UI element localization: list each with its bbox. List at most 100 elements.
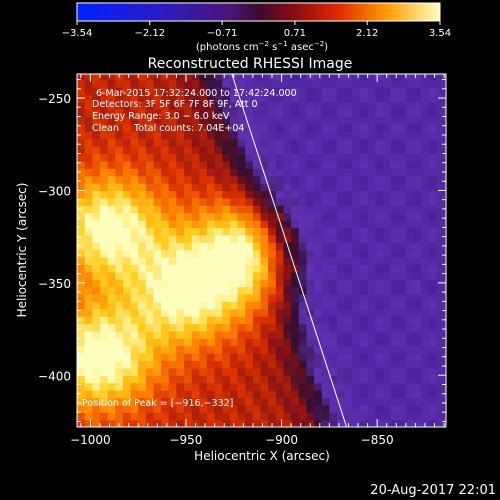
heatmap-cell (130, 234, 139, 243)
heatmap-cell (283, 293, 292, 302)
heatmap-cell (398, 79, 407, 88)
heatmap-cell (352, 286, 361, 295)
heatmap-cell (84, 330, 93, 339)
heatmap-cell (191, 242, 200, 251)
heatmap-cell (390, 330, 399, 339)
heatmap-cell (359, 160, 369, 169)
heatmap-cell (138, 412, 147, 421)
heatmap-cell (283, 94, 292, 103)
heatmap-cell (191, 94, 200, 103)
heatmap-cell (77, 286, 86, 295)
heatmap-cell (92, 345, 101, 354)
heatmap-cell (337, 74, 346, 81)
heatmap-cell (421, 397, 430, 406)
heatmap-cell (199, 301, 208, 310)
heatmap-cell (398, 183, 407, 192)
heatmap-cell (161, 390, 170, 399)
heatmap-cell (252, 412, 262, 421)
heatmap-cell (252, 138, 262, 147)
heatmap-cell (352, 323, 361, 332)
heatmap-cell (92, 353, 101, 362)
heatmap-cell (275, 79, 285, 88)
heatmap-cell (161, 190, 170, 199)
heatmap-cell (352, 279, 361, 288)
heatmap-cell (283, 360, 292, 369)
heatmap-cell (337, 308, 346, 317)
heatmap-cell (421, 412, 430, 421)
heatmap-cell (229, 301, 239, 310)
heatmap-cell (283, 183, 292, 192)
heatmap-cell (375, 234, 384, 243)
heatmap-cell (268, 279, 277, 288)
heatmap-cell (367, 153, 376, 162)
heatmap-cell (367, 190, 376, 199)
heatmap-cell (237, 286, 246, 295)
heatmap-cell (207, 153, 216, 162)
heatmap-cell (161, 353, 170, 362)
heatmap-cell (77, 220, 86, 228)
heatmap-cell (314, 131, 323, 140)
heatmap-cell (222, 74, 231, 81)
heatmap-cell (436, 308, 445, 317)
heatmap-cell (405, 301, 415, 310)
heatmap-cell (168, 249, 178, 258)
heatmap-cell (207, 168, 216, 177)
heatmap-cell (199, 175, 208, 184)
heatmap-cell (291, 375, 300, 384)
colorbar-tick-label: −0.71 (207, 28, 238, 39)
heatmap-cell (421, 390, 430, 399)
heatmap-cell (199, 293, 208, 302)
heatmap-cell (130, 271, 139, 280)
heatmap-cell (145, 227, 155, 236)
heatmap-cell (199, 205, 208, 214)
heatmap-cell (314, 109, 323, 118)
heatmap-cell (161, 404, 170, 413)
heatmap-cell (444, 160, 446, 169)
heatmap-cell (329, 323, 338, 332)
heatmap-cell (306, 390, 315, 399)
heatmap-cell (229, 293, 239, 302)
heatmap-cell (214, 190, 223, 199)
heatmap-cell (405, 242, 415, 251)
heatmap-cell (352, 227, 361, 236)
heatmap-cell (191, 375, 200, 384)
heatmap-cell (275, 390, 285, 399)
heatmap-cell (92, 175, 101, 184)
heatmap-cell (375, 153, 384, 162)
heatmap-cell (191, 412, 200, 421)
heatmap-cell (298, 323, 308, 332)
heatmap-cell (107, 330, 116, 339)
heatmap-cell (367, 183, 376, 192)
heatmap-cell (161, 153, 170, 162)
heatmap-cell (84, 94, 93, 103)
heatmap-cell (382, 279, 392, 288)
heatmap-cell (344, 190, 353, 199)
heatmap-cell (207, 131, 216, 140)
heatmap-cell (237, 330, 246, 339)
heatmap-cell (214, 146, 223, 155)
heatmap-cell (130, 419, 139, 427)
heatmap-cell (153, 390, 162, 399)
heatmap-cell (298, 234, 308, 243)
heatmap-cell (375, 353, 384, 362)
heatmap-cell (398, 74, 407, 81)
heatmap-cell (268, 190, 277, 199)
heatmap-cell (153, 323, 162, 332)
heatmap-cell (168, 264, 178, 273)
heatmap-cell (413, 79, 422, 88)
heatmap-cell (214, 279, 223, 288)
heatmap-cell (84, 264, 93, 273)
heatmap-cell (421, 264, 430, 273)
heatmap-cell (413, 234, 422, 243)
heatmap-cell (252, 375, 262, 384)
heatmap-cell (92, 375, 101, 384)
heatmap-cell (138, 419, 147, 427)
heatmap-cell (191, 360, 200, 369)
heatmap-cell (329, 74, 338, 81)
heatmap-cell (222, 160, 231, 169)
heatmap-cell (321, 382, 330, 391)
heatmap-cell (229, 367, 239, 376)
heatmap-cell (130, 86, 139, 95)
heatmap-cell (359, 338, 369, 347)
heatmap-cell (444, 234, 446, 243)
